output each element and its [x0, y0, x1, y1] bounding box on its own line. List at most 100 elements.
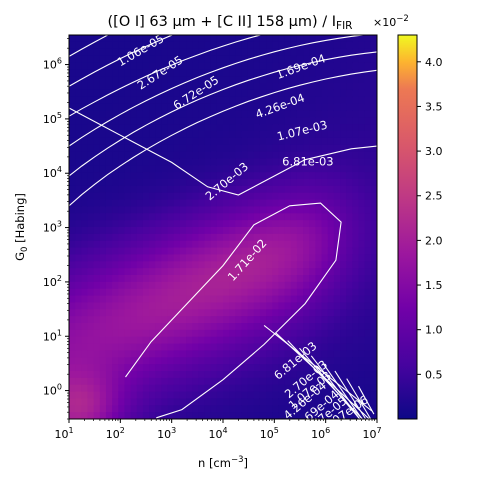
heatmap-cell	[69, 309, 76, 317]
heatmap-cell	[364, 336, 372, 345]
heatmap-cell	[167, 165, 175, 173]
heatmap-cell	[198, 288, 206, 297]
heatmap-cell	[352, 96, 360, 105]
heatmap-cell	[284, 199, 292, 208]
heatmap-cell	[229, 89, 236, 98]
heatmap-cell	[155, 89, 162, 98]
heatmap-cell	[370, 62, 377, 70]
heatmap-cell	[204, 268, 212, 276]
heatmap-cell	[179, 96, 187, 105]
heatmap-cell	[296, 233, 304, 242]
heatmap-cell	[173, 357, 181, 365]
heatmap-cell	[81, 281, 89, 290]
heatmap-cell	[186, 254, 193, 262]
heatmap-cell	[333, 350, 341, 358]
heatmap-cell	[278, 76, 286, 84]
heatmap-cell	[235, 76, 243, 84]
heatmap-cell	[272, 103, 280, 112]
heatmap-cell	[69, 117, 76, 125]
heatmap-cell	[136, 405, 144, 413]
heatmap-cell	[290, 137, 298, 146]
heatmap-cell	[87, 179, 95, 187]
heatmap-cell	[296, 55, 304, 64]
heatmap-cell	[315, 247, 323, 256]
heatmap-cell	[130, 55, 138, 64]
heatmap-cell	[340, 192, 347, 201]
heatmap-cell	[118, 103, 126, 112]
heatmap-cell	[235, 405, 243, 413]
heatmap-cell	[315, 281, 323, 290]
heatmap-cell	[93, 192, 101, 201]
heatmap-cell	[340, 288, 347, 297]
heatmap-cell	[284, 261, 292, 269]
heatmap-cell	[69, 48, 76, 57]
heatmap-cell	[192, 117, 199, 125]
heatmap-cell	[352, 158, 360, 166]
heatmap-cell	[149, 247, 156, 256]
heatmap-cell	[124, 83, 132, 91]
heatmap-cell	[272, 384, 280, 393]
heatmap-cell	[161, 103, 169, 112]
heatmap-cell	[210, 48, 218, 57]
heatmap-cell	[315, 357, 323, 365]
heatmap-cell	[192, 35, 199, 43]
heatmap-cell	[149, 316, 156, 324]
heatmap-cell	[149, 391, 156, 400]
heatmap-cell	[142, 384, 150, 393]
heatmap-cell	[112, 179, 119, 187]
heatmap-cell	[149, 96, 156, 105]
contour-line-lower	[334, 370, 367, 419]
heatmap-cell	[130, 357, 138, 365]
heatmap-cell	[204, 309, 212, 317]
heatmap-cell	[124, 323, 132, 331]
heatmap-cell	[69, 137, 76, 146]
heatmap-cell	[124, 103, 132, 112]
heatmap-cell	[118, 83, 126, 91]
heatmap-cell	[173, 316, 181, 324]
heatmap-cell	[105, 384, 113, 393]
heatmap-cell	[142, 336, 150, 345]
heatmap-cell	[241, 62, 249, 70]
heatmap-cell	[247, 364, 255, 372]
heatmap-cell	[173, 172, 181, 180]
heatmap-cell	[235, 199, 243, 208]
heatmap-cell	[167, 48, 175, 57]
heatmap-cell	[186, 199, 193, 208]
heatmap-cell	[340, 240, 347, 249]
heatmap-cell	[309, 405, 316, 413]
heatmap-cell	[149, 137, 156, 146]
heatmap-cell	[315, 384, 323, 393]
heatmap-cell	[370, 281, 377, 290]
heatmap-cell	[327, 247, 335, 256]
contour-line-lower	[263, 324, 373, 412]
heatmap-cell	[358, 199, 366, 208]
heatmap-cell	[81, 405, 89, 413]
heatmap-cell	[179, 227, 187, 235]
heatmap-cell	[333, 117, 341, 125]
heatmap-cell	[346, 185, 353, 194]
heatmap-cell	[346, 227, 353, 235]
heatmap-cell	[247, 158, 255, 166]
heatmap-cell	[167, 364, 175, 372]
heatmap-cell	[327, 131, 335, 139]
heatmap-cell	[216, 48, 224, 57]
heatmap-cell	[327, 179, 335, 187]
heatmap-cell	[124, 144, 132, 153]
heatmap-cell	[333, 192, 341, 201]
heatmap-cell	[296, 364, 304, 372]
heatmap-cell	[75, 62, 82, 70]
heatmap-cell	[253, 35, 261, 43]
heatmap-cell	[75, 377, 82, 386]
heatmap-cell	[364, 131, 372, 139]
heatmap-cell	[75, 227, 82, 235]
heatmap-cell	[346, 275, 353, 283]
heatmap-cell	[155, 185, 162, 194]
heatmap-cell	[229, 83, 236, 91]
heatmap-cell	[370, 158, 377, 166]
heatmap-cell	[229, 405, 236, 413]
heatmap-cell	[179, 69, 187, 77]
heatmap-cell	[136, 144, 144, 153]
heatmap-cell	[284, 137, 292, 146]
heatmap-cell	[192, 83, 199, 91]
heatmap-cell	[235, 103, 243, 112]
